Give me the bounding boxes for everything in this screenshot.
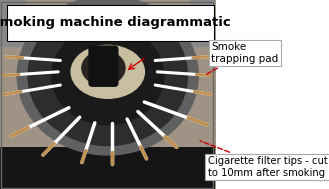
FancyBboxPatch shape [0, 0, 26, 47]
Circle shape [17, 0, 198, 155]
FancyBboxPatch shape [0, 147, 215, 189]
FancyBboxPatch shape [89, 45, 118, 87]
Ellipse shape [82, 51, 125, 85]
FancyBboxPatch shape [190, 0, 215, 47]
Circle shape [28, 6, 188, 146]
Text: Cigarette filter tips - cut
to 10mm after smoking: Cigarette filter tips - cut to 10mm afte… [200, 141, 328, 178]
Text: Smoking machine diagrammatic: Smoking machine diagrammatic [0, 16, 231, 29]
Ellipse shape [71, 45, 144, 98]
Circle shape [52, 26, 164, 125]
FancyBboxPatch shape [7, 5, 215, 42]
Text: Smoke
trapping pad: Smoke trapping pad [205, 42, 278, 75]
